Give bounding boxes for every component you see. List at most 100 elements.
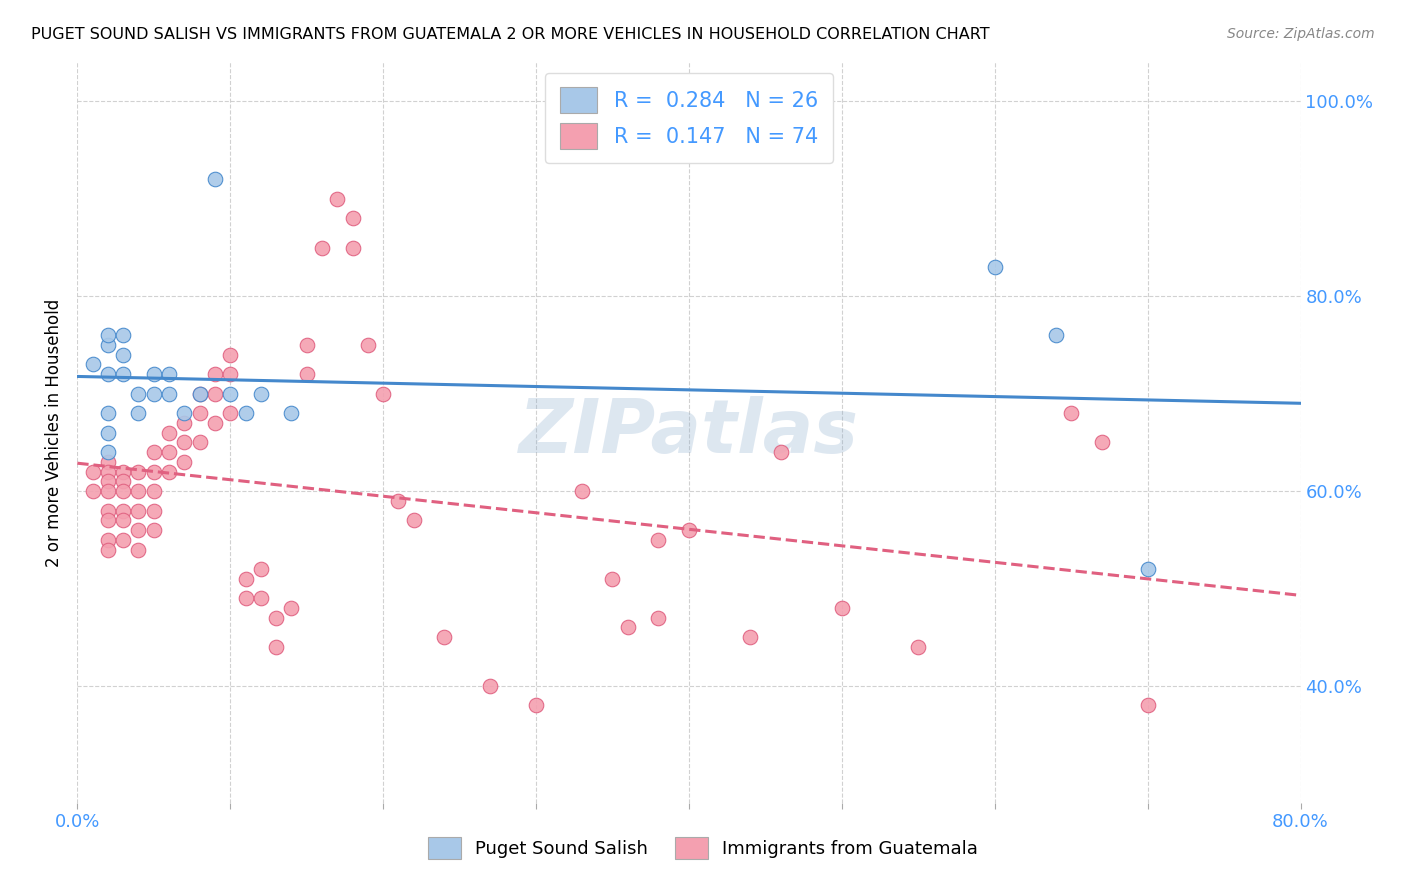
Point <box>127 484 149 499</box>
Point <box>97 542 120 557</box>
Point <box>97 465 120 479</box>
Point <box>311 240 333 255</box>
Point <box>219 367 242 381</box>
Point <box>402 513 425 527</box>
Point <box>97 455 120 469</box>
Point <box>907 640 929 654</box>
Point <box>204 367 226 381</box>
Point <box>127 542 149 557</box>
Point <box>250 562 273 576</box>
Point <box>188 386 211 401</box>
Point <box>142 367 165 381</box>
Point <box>204 172 226 186</box>
Point <box>342 240 364 255</box>
Point <box>112 367 135 381</box>
Point <box>204 386 226 401</box>
Point <box>740 630 762 644</box>
Point <box>112 465 135 479</box>
Point <box>617 620 640 634</box>
Point <box>112 328 135 343</box>
Point <box>97 338 120 352</box>
Point <box>235 406 257 420</box>
Point <box>112 475 135 489</box>
Point <box>127 503 149 517</box>
Point <box>371 386 394 401</box>
Point <box>82 465 104 479</box>
Point <box>97 445 120 459</box>
Point <box>142 484 165 499</box>
Point <box>173 416 195 430</box>
Point <box>127 386 149 401</box>
Point <box>326 192 349 206</box>
Point <box>280 601 302 615</box>
Point <box>157 386 180 401</box>
Point <box>127 523 149 537</box>
Point <box>112 484 135 499</box>
Point <box>1136 698 1159 713</box>
Point <box>1045 328 1067 343</box>
Point <box>188 386 211 401</box>
Point <box>97 406 120 420</box>
Point <box>97 484 120 499</box>
Point <box>188 435 211 450</box>
Point <box>219 386 242 401</box>
Point <box>387 493 409 508</box>
Point <box>571 484 593 499</box>
Point <box>142 523 165 537</box>
Point <box>250 386 273 401</box>
Point <box>142 445 165 459</box>
Point <box>97 328 120 343</box>
Point <box>280 406 302 420</box>
Point <box>647 611 669 625</box>
Point <box>295 338 318 352</box>
Legend: Puget Sound Salish, Immigrants from Guatemala: Puget Sound Salish, Immigrants from Guat… <box>418 826 988 870</box>
Point <box>678 523 700 537</box>
Point <box>173 455 195 469</box>
Point <box>97 533 120 547</box>
Point <box>984 260 1007 274</box>
Point <box>112 533 135 547</box>
Point <box>112 503 135 517</box>
Point <box>479 679 502 693</box>
Point <box>831 601 853 615</box>
Point <box>295 367 318 381</box>
Point <box>97 475 120 489</box>
Point <box>97 367 120 381</box>
Point <box>342 211 364 226</box>
Point <box>157 445 180 459</box>
Point <box>250 591 273 606</box>
Y-axis label: 2 or more Vehicles in Household: 2 or more Vehicles in Household <box>45 299 63 566</box>
Point <box>235 572 257 586</box>
Point <box>112 348 135 362</box>
Text: PUGET SOUND SALISH VS IMMIGRANTS FROM GUATEMALA 2 OR MORE VEHICLES IN HOUSEHOLD : PUGET SOUND SALISH VS IMMIGRANTS FROM GU… <box>31 27 990 42</box>
Point <box>264 611 287 625</box>
Point <box>142 386 165 401</box>
Point <box>264 640 287 654</box>
Point <box>173 435 195 450</box>
Point <box>1060 406 1083 420</box>
Point <box>97 513 120 527</box>
Point <box>1136 562 1159 576</box>
Point <box>647 533 669 547</box>
Point <box>188 406 211 420</box>
Point <box>157 465 180 479</box>
Point <box>219 348 242 362</box>
Point <box>142 503 165 517</box>
Text: ZIPatlas: ZIPatlas <box>519 396 859 469</box>
Point <box>127 465 149 479</box>
Point <box>219 406 242 420</box>
Point <box>82 358 104 372</box>
Point <box>769 445 792 459</box>
Point <box>127 406 149 420</box>
Point <box>602 572 624 586</box>
Point <box>112 513 135 527</box>
Point <box>357 338 380 352</box>
Point <box>97 503 120 517</box>
Point <box>524 698 547 713</box>
Point <box>204 416 226 430</box>
Point <box>157 367 180 381</box>
Point <box>142 465 165 479</box>
Point <box>97 425 120 440</box>
Point <box>433 630 456 644</box>
Point <box>82 484 104 499</box>
